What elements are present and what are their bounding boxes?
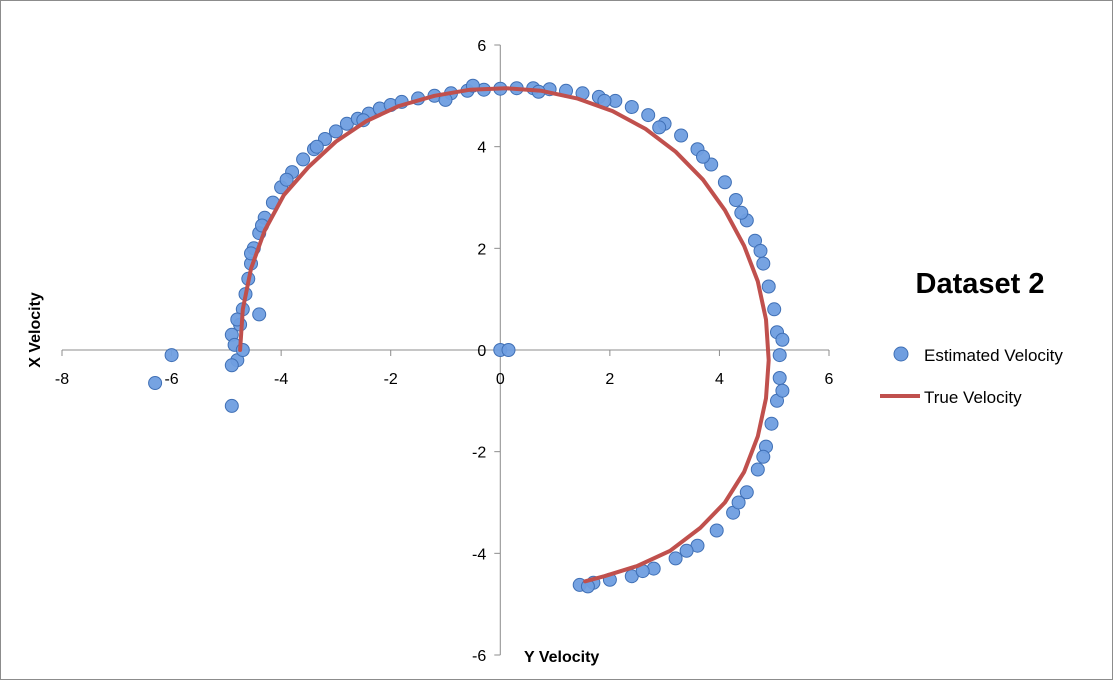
estimated-velocity-point	[674, 128, 689, 143]
y-tick-label: -6	[472, 648, 486, 665]
x-tick-label: -8	[55, 371, 69, 388]
true-velocity-line	[238, 86, 771, 584]
estimated-velocity-point	[709, 523, 724, 538]
x-tick-label: -4	[274, 371, 288, 388]
x-tick-label: 0	[496, 371, 505, 388]
y-axis-title: X Velocity	[27, 292, 44, 368]
legend-item-true: True Velocity	[880, 388, 1022, 407]
true-velocity-series	[238, 86, 771, 584]
y-tick-label: 2	[477, 241, 486, 258]
estimated-velocity-point	[224, 398, 239, 413]
estimated-velocity-point	[772, 371, 787, 385]
estimated-velocity-point	[164, 348, 179, 363]
legend-label-estimated: Estimated Velocity	[924, 346, 1063, 365]
estimated-velocity-point	[641, 108, 656, 123]
estimated-velocity-point	[696, 149, 710, 164]
y-tick-label: 6	[477, 38, 486, 55]
estimated-velocity-point	[717, 175, 732, 190]
y-tick-label: 4	[477, 140, 486, 157]
estimated-velocity-point	[728, 193, 743, 207]
x-tick-label: 4	[715, 371, 724, 388]
legend: Estimated Velocity True Velocity	[880, 346, 1063, 407]
legend-label-true: True Velocity	[924, 388, 1022, 407]
estimated-velocity-point	[309, 139, 324, 154]
estimated-velocity-point	[750, 462, 765, 477]
estimated-velocity-point	[734, 205, 749, 220]
x-axis-title: Y Velocity	[524, 649, 599, 666]
estimated-velocity-point	[775, 332, 790, 347]
estimated-velocity-point	[328, 124, 343, 139]
x-tick-label: 2	[605, 371, 614, 388]
estimated-velocity-point	[279, 172, 294, 187]
estimated-velocity-point	[501, 343, 516, 357]
estimated-velocity-point	[224, 358, 239, 373]
estimated-velocity-point	[739, 485, 754, 500]
estimated-velocity-point	[761, 279, 776, 294]
estimated-velocity-series	[148, 78, 790, 594]
estimated-velocity-point	[756, 256, 771, 271]
estimated-velocity-point	[296, 152, 311, 167]
legend-item-estimated: Estimated Velocity	[893, 346, 1063, 365]
tick-labels: -8 -6 -4 -2 0 2 4 6 -6 -4 -2 0 2 4 6	[55, 38, 834, 665]
estimated-velocity-point	[767, 302, 782, 317]
x-tick-label: -2	[384, 371, 398, 388]
estimated-velocity-point	[668, 551, 683, 566]
estimated-velocity-point	[775, 383, 790, 398]
estimated-velocity-point	[148, 376, 163, 390]
axes	[61, 44, 830, 656]
estimated-velocity-point	[753, 243, 768, 258]
legend-marker-circle	[893, 346, 909, 362]
estimated-velocity-point	[252, 307, 267, 322]
y-tick-label: -4	[472, 546, 486, 563]
y-tick-label: -2	[472, 445, 486, 462]
estimated-velocity-point	[772, 348, 787, 363]
estimated-velocity-point	[652, 120, 667, 135]
x-tick-label: 6	[825, 371, 834, 388]
estimated-velocity-point	[624, 100, 639, 114]
y-tick-label: 0	[477, 343, 486, 360]
chart-title: Dataset 2	[916, 268, 1045, 300]
estimated-velocity-point	[764, 416, 779, 431]
estimated-velocity-point	[679, 543, 694, 558]
estimated-velocity-point	[756, 449, 771, 464]
estimated-velocity-point	[731, 495, 746, 510]
x-tick-label: -6	[164, 371, 178, 388]
